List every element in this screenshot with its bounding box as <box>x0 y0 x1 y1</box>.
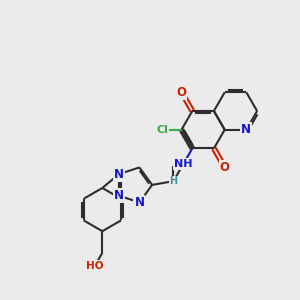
Text: N: N <box>114 189 124 202</box>
Text: HO: HO <box>86 261 103 271</box>
Text: O: O <box>176 86 187 99</box>
Text: Cl: Cl <box>157 125 168 135</box>
Text: N: N <box>114 168 124 181</box>
Text: H: H <box>169 176 178 186</box>
Text: N: N <box>134 196 144 209</box>
Text: N: N <box>241 123 251 136</box>
Text: NH: NH <box>174 159 192 169</box>
Text: O: O <box>220 160 230 174</box>
